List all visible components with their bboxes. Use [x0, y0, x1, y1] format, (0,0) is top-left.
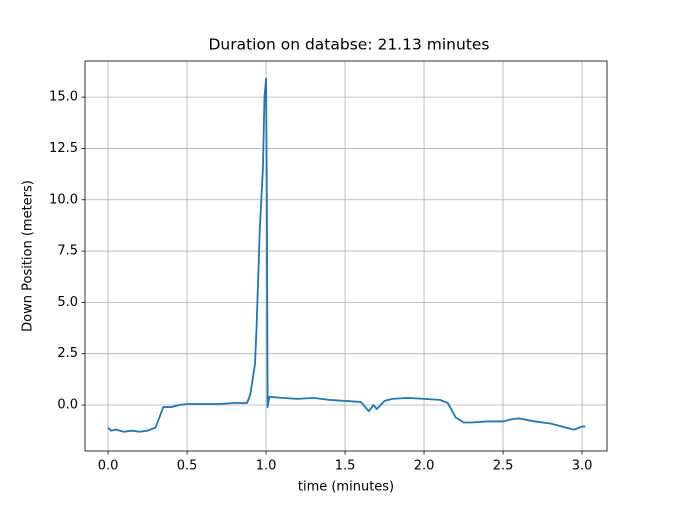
y-tick-label: 10.0 — [49, 192, 78, 207]
x-tick-label: 2.0 — [414, 459, 435, 474]
y-tick-label: 12.5 — [49, 141, 78, 156]
x-tick-label: 1.0 — [256, 459, 277, 474]
x-tick-label: 2.5 — [493, 459, 514, 474]
y-tick-label: 5.0 — [57, 295, 78, 310]
y-tick-label: 0.0 — [57, 398, 78, 413]
x-tick-label: 1.5 — [335, 459, 356, 474]
plot-frame — [84, 60, 608, 452]
chart-title: Duration on databse: 21.13 minutes — [208, 36, 489, 54]
y-tick-label: 2.5 — [57, 346, 78, 361]
y-axis-label: Down Position (meters) — [21, 180, 36, 332]
x-tick-label: 0.0 — [98, 459, 119, 474]
data-line — [107, 77, 586, 433]
x-axis-label: time (minutes) — [298, 480, 394, 495]
x-tick-label: 0.5 — [177, 459, 198, 474]
y-tick-label: 7.5 — [57, 244, 78, 259]
x-tick-label: 3.0 — [572, 459, 593, 474]
y-tick-label: 15.0 — [49, 90, 78, 105]
